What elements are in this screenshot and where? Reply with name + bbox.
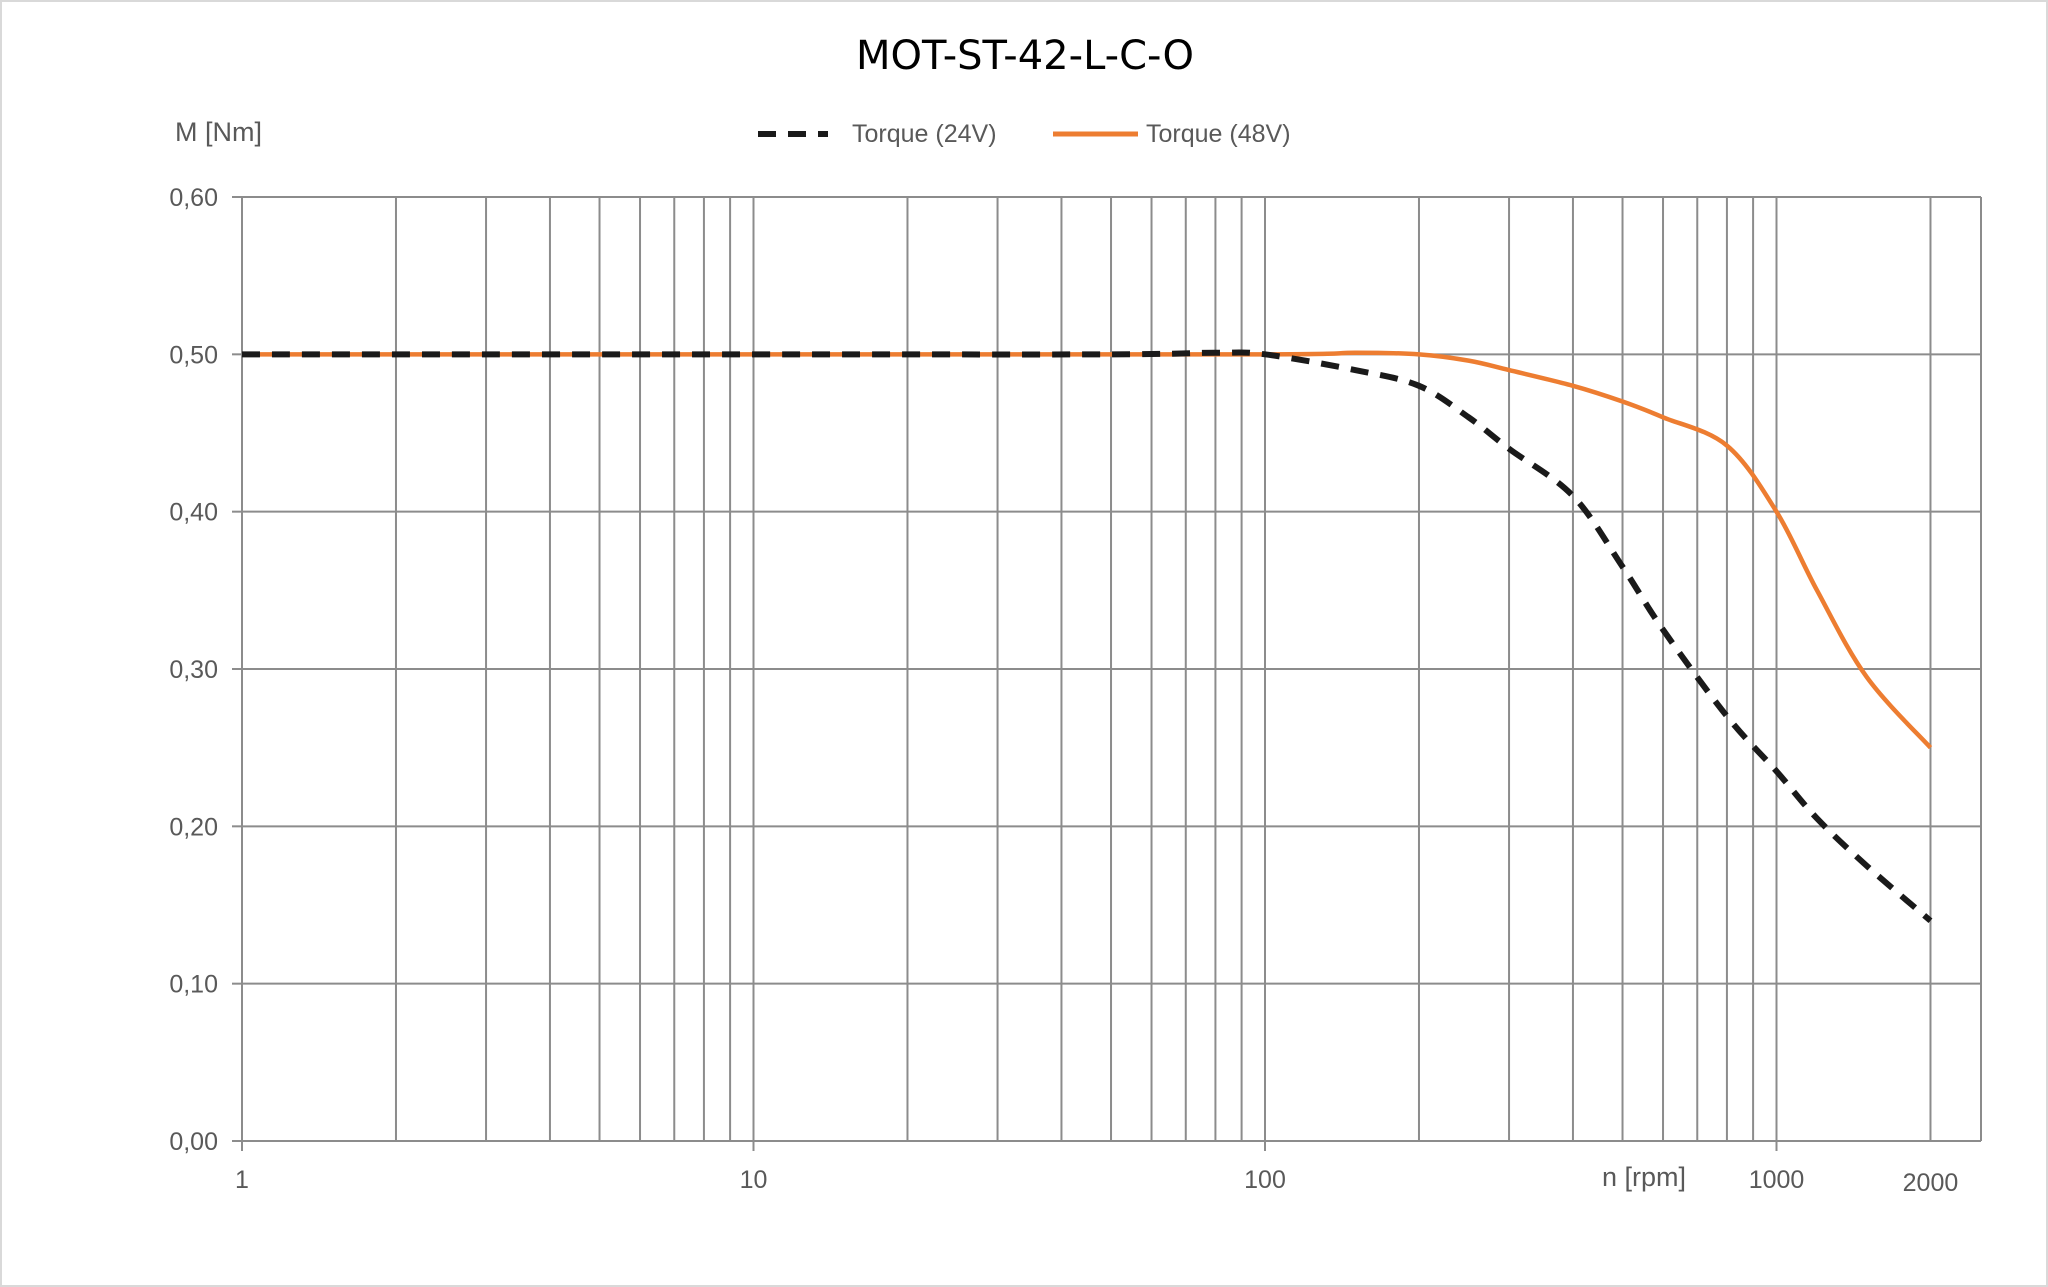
x-tick-label-1: 10 [740, 1166, 768, 1194]
x-tick-label-4: 2000 [1903, 1169, 1959, 1197]
x-tick-labels: 1 10 100 1000 2000 [235, 1166, 1958, 1197]
y-tick-label-4: 0,40 [169, 499, 218, 527]
series-line-torque-24v [242, 349, 1933, 924]
y-axis-label: M [Nm] [175, 117, 262, 147]
x-tick-label-0: 1 [235, 1166, 249, 1194]
legend-item-24v: Torque (24V) [758, 120, 997, 148]
legend-label-48v: Torque (48V) [1146, 120, 1291, 148]
series-lines [242, 349, 1933, 924]
x-tick-label-3: 1000 [1749, 1166, 1805, 1194]
y-tick-label-0: 0,00 [169, 1128, 218, 1156]
legend: Torque (24V) Torque (48V) [758, 120, 1291, 148]
y-tick-label-6: 0,60 [169, 184, 218, 212]
chart-title: MOT-ST-42-L-C-O [856, 33, 1194, 79]
legend-item-48v: Torque (48V) [1053, 120, 1291, 148]
y-tick-label-2: 0,20 [169, 813, 218, 841]
legend-label-24v: Torque (24V) [852, 120, 997, 148]
x-tick-label-2: 100 [1244, 1166, 1286, 1194]
y-tick-label-3: 0,30 [169, 656, 218, 684]
y-tick-labels: 0,00 0,10 0,20 0,30 0,40 0,50 0,60 [169, 184, 218, 1156]
y-tick-label-1: 0,10 [169, 971, 218, 999]
x-axis-label: n [rpm] [1602, 1162, 1686, 1192]
y-tick-label-5: 0,50 [169, 341, 218, 369]
